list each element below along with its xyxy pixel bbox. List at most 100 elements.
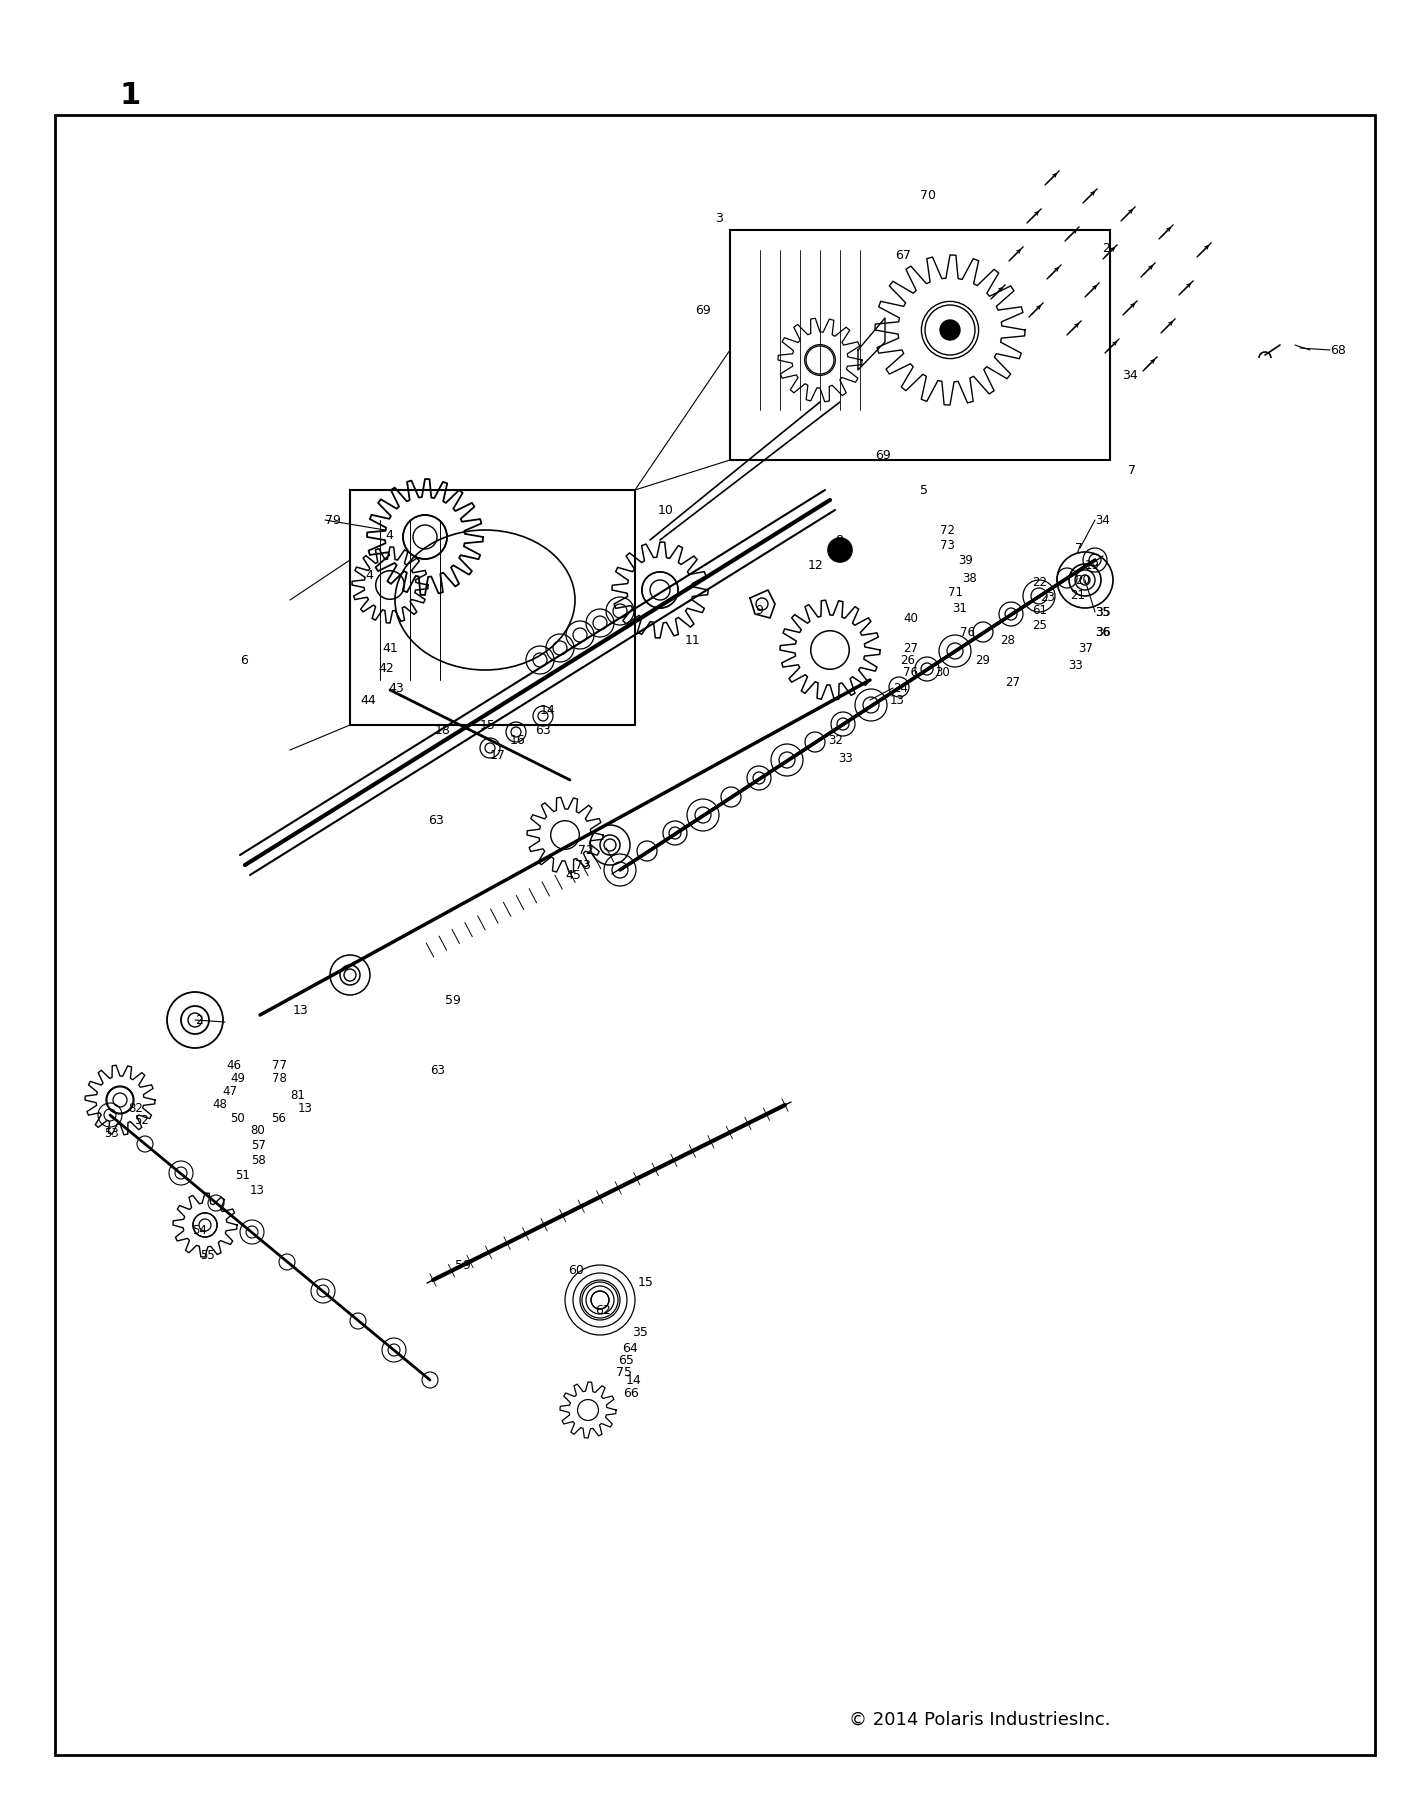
Text: 69: 69 bbox=[694, 303, 711, 317]
Text: 28: 28 bbox=[1000, 633, 1015, 647]
Text: 76: 76 bbox=[959, 625, 975, 638]
Text: 35: 35 bbox=[1095, 606, 1110, 618]
Text: 65: 65 bbox=[618, 1354, 633, 1367]
Text: 70: 70 bbox=[920, 189, 937, 201]
Text: 29: 29 bbox=[975, 653, 990, 667]
Text: 61: 61 bbox=[1032, 604, 1047, 616]
Text: 14: 14 bbox=[540, 703, 555, 716]
Text: 50: 50 bbox=[230, 1111, 245, 1124]
Text: 19: 19 bbox=[1085, 558, 1100, 571]
Text: 75: 75 bbox=[616, 1365, 632, 1378]
Text: 66: 66 bbox=[623, 1387, 639, 1400]
Text: 33: 33 bbox=[1068, 658, 1083, 671]
Bar bbox=[730, 230, 1110, 461]
Text: 11: 11 bbox=[684, 633, 701, 647]
Text: 69: 69 bbox=[876, 448, 891, 462]
Text: 67: 67 bbox=[896, 248, 911, 261]
Text: 49: 49 bbox=[230, 1071, 245, 1084]
Text: 78: 78 bbox=[272, 1071, 286, 1084]
Text: 31: 31 bbox=[952, 602, 966, 615]
Text: 79: 79 bbox=[324, 513, 341, 526]
Text: 32: 32 bbox=[828, 734, 843, 747]
Text: 24: 24 bbox=[893, 682, 908, 694]
Text: 13: 13 bbox=[249, 1184, 265, 1197]
Text: 63: 63 bbox=[428, 814, 444, 827]
Text: 35: 35 bbox=[1095, 606, 1111, 618]
Text: 9: 9 bbox=[755, 604, 762, 616]
Text: 80: 80 bbox=[249, 1124, 265, 1137]
Text: 54: 54 bbox=[191, 1224, 207, 1236]
Text: 58: 58 bbox=[251, 1153, 266, 1166]
Text: 27: 27 bbox=[1005, 676, 1020, 689]
Text: 60: 60 bbox=[568, 1264, 584, 1276]
Text: 38: 38 bbox=[962, 571, 976, 584]
Text: 8: 8 bbox=[835, 533, 843, 546]
Text: 27: 27 bbox=[903, 642, 918, 654]
Circle shape bbox=[939, 321, 959, 341]
Text: 13: 13 bbox=[890, 694, 905, 707]
Text: © 2014 Polaris IndustriesInc.: © 2014 Polaris IndustriesInc. bbox=[849, 1711, 1111, 1730]
Text: 25: 25 bbox=[1032, 618, 1047, 631]
Text: 14: 14 bbox=[626, 1374, 642, 1387]
Text: 33: 33 bbox=[837, 752, 853, 765]
Text: 3: 3 bbox=[716, 212, 723, 225]
Text: 5: 5 bbox=[920, 484, 928, 497]
Text: 41: 41 bbox=[383, 642, 398, 654]
Text: 63: 63 bbox=[536, 723, 551, 736]
Text: 15: 15 bbox=[480, 718, 496, 731]
Text: 45: 45 bbox=[565, 868, 581, 881]
Text: 6: 6 bbox=[239, 653, 248, 667]
Text: 59: 59 bbox=[455, 1258, 470, 1271]
Text: 76: 76 bbox=[903, 665, 918, 678]
Text: 57: 57 bbox=[251, 1139, 266, 1151]
Text: 72: 72 bbox=[939, 524, 955, 537]
Text: 30: 30 bbox=[935, 665, 949, 678]
Text: 40: 40 bbox=[903, 611, 918, 624]
Text: 47: 47 bbox=[222, 1084, 237, 1097]
Text: 1: 1 bbox=[119, 80, 140, 109]
Text: 13: 13 bbox=[298, 1102, 313, 1115]
Text: 39: 39 bbox=[958, 553, 973, 566]
Text: 63: 63 bbox=[429, 1064, 445, 1077]
Text: 4: 4 bbox=[385, 529, 393, 542]
Text: 36: 36 bbox=[1095, 625, 1111, 638]
Text: 12: 12 bbox=[808, 558, 823, 571]
Text: 22: 22 bbox=[1032, 575, 1047, 589]
Text: 4: 4 bbox=[366, 569, 373, 582]
Text: 10: 10 bbox=[657, 504, 674, 517]
Text: 13: 13 bbox=[293, 1004, 309, 1017]
Text: 2: 2 bbox=[196, 1013, 203, 1026]
Text: 52: 52 bbox=[135, 1113, 149, 1126]
Text: 46: 46 bbox=[225, 1059, 241, 1071]
Circle shape bbox=[828, 538, 852, 562]
Text: 35: 35 bbox=[632, 1325, 648, 1338]
Text: 72: 72 bbox=[578, 843, 594, 856]
Text: 34: 34 bbox=[1095, 513, 1110, 526]
Text: 7: 7 bbox=[1076, 542, 1083, 555]
Text: 16: 16 bbox=[510, 734, 526, 747]
Text: 20: 20 bbox=[1076, 573, 1090, 586]
Text: 82: 82 bbox=[128, 1102, 143, 1115]
Text: 81: 81 bbox=[290, 1088, 305, 1102]
Text: 55: 55 bbox=[200, 1249, 215, 1262]
Text: 71: 71 bbox=[948, 586, 964, 598]
Text: 15: 15 bbox=[638, 1276, 653, 1289]
Text: 21: 21 bbox=[1070, 589, 1085, 602]
Text: 77: 77 bbox=[272, 1059, 288, 1071]
Text: 62: 62 bbox=[595, 1304, 611, 1316]
Text: 2: 2 bbox=[1102, 241, 1110, 254]
Text: 73: 73 bbox=[939, 538, 955, 551]
Text: 34: 34 bbox=[1122, 368, 1138, 381]
Text: 56: 56 bbox=[271, 1111, 286, 1124]
Text: 36: 36 bbox=[1095, 625, 1110, 638]
Text: 68: 68 bbox=[1331, 343, 1346, 357]
Text: 18: 18 bbox=[435, 723, 451, 736]
Text: 53: 53 bbox=[103, 1126, 119, 1140]
Text: 7: 7 bbox=[1128, 464, 1136, 477]
Text: 37: 37 bbox=[1078, 642, 1093, 654]
Text: 17: 17 bbox=[490, 749, 506, 761]
Text: 23: 23 bbox=[1040, 591, 1054, 604]
Text: 43: 43 bbox=[388, 682, 404, 694]
Text: 51: 51 bbox=[235, 1169, 249, 1182]
Text: 26: 26 bbox=[900, 653, 915, 667]
